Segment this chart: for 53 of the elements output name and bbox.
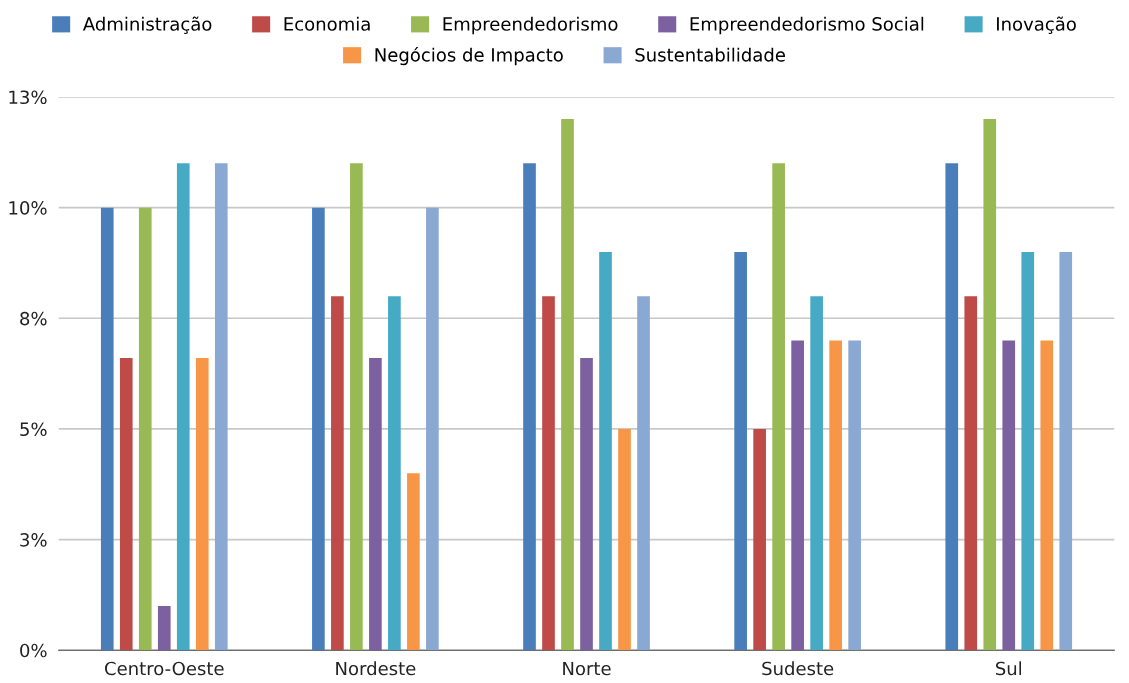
bar bbox=[176, 163, 190, 651]
bar bbox=[618, 428, 631, 651]
bar bbox=[1002, 340, 1016, 651]
legend-label: Sustentabilidade bbox=[635, 47, 785, 62]
bar bbox=[829, 340, 842, 651]
bar bbox=[388, 296, 401, 651]
legend-label: Economia bbox=[284, 16, 370, 31]
y-tick-label: 0% bbox=[20, 643, 47, 658]
bar bbox=[561, 119, 574, 651]
bar bbox=[791, 340, 804, 651]
bar bbox=[138, 207, 152, 651]
bar bbox=[599, 251, 612, 651]
bar bbox=[214, 163, 228, 651]
y-tick-label: 8% bbox=[20, 311, 47, 326]
bar bbox=[195, 358, 209, 651]
legend-label: Empreendedorismo Social bbox=[690, 16, 924, 35]
bar bbox=[810, 296, 823, 651]
x-tick-label: Norte bbox=[563, 661, 611, 676]
bar bbox=[848, 340, 861, 651]
bar bbox=[637, 296, 650, 651]
y-tick-label: 3% bbox=[20, 533, 47, 547]
x-tick-label: Sul bbox=[995, 661, 1022, 676]
bar bbox=[523, 163, 536, 651]
bar bbox=[1059, 251, 1073, 651]
bar bbox=[426, 207, 439, 651]
bar bbox=[983, 119, 997, 651]
bar bbox=[331, 296, 344, 651]
legend-label: Empreendedorismo bbox=[443, 16, 618, 35]
bar bbox=[407, 473, 420, 651]
x-tick-label: Sudeste bbox=[762, 661, 834, 676]
bar bbox=[119, 358, 133, 651]
y-tick-label: 13% bbox=[9, 90, 47, 105]
bar bbox=[734, 251, 747, 651]
x-tick-label: Nordeste bbox=[336, 661, 416, 676]
bar bbox=[753, 428, 766, 651]
bar bbox=[350, 163, 363, 651]
legend-label: Inovação bbox=[997, 16, 1076, 34]
bar bbox=[1040, 340, 1054, 651]
bar bbox=[964, 296, 978, 651]
x-tick-label: Centro-Oeste bbox=[105, 661, 224, 676]
bar bbox=[1021, 251, 1035, 651]
bar bbox=[100, 207, 114, 651]
bar bbox=[945, 163, 959, 651]
y-tick-label: 10% bbox=[9, 201, 47, 215]
y-tick-label: 5% bbox=[20, 422, 47, 437]
bar bbox=[542, 296, 555, 651]
bar bbox=[369, 358, 382, 651]
bar bbox=[772, 163, 785, 651]
bar bbox=[312, 207, 325, 651]
legend-label: Administração bbox=[82, 16, 212, 34]
bar bbox=[157, 605, 171, 651]
legend-label: Negócios de Impacto bbox=[375, 46, 563, 66]
bar bbox=[580, 358, 593, 651]
